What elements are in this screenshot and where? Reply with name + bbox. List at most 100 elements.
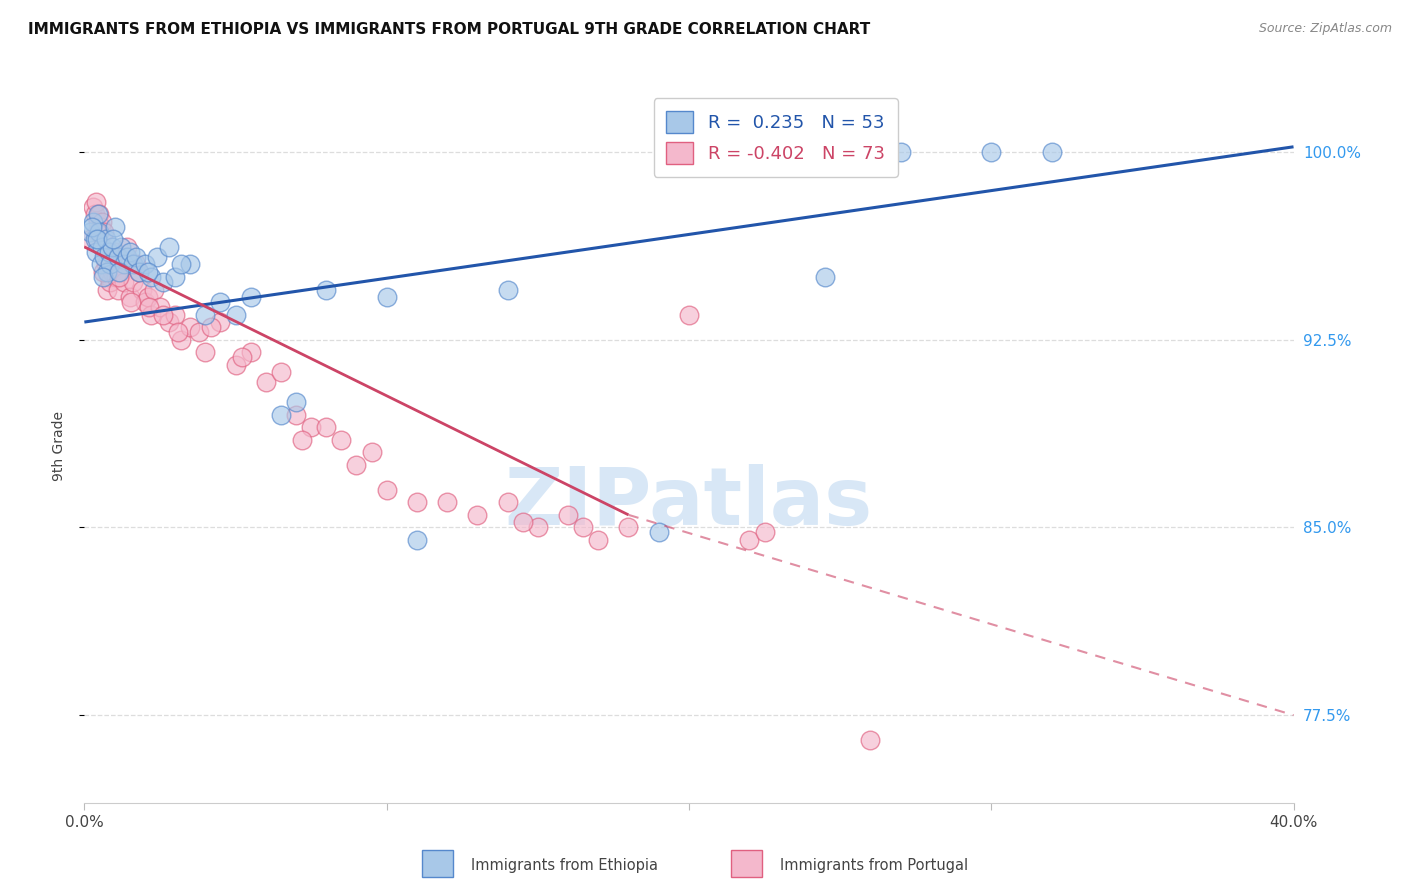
Point (572, 520, 595, 534)
Point (112, 275, 135, 289)
Point (86, 194, 108, 209)
Point (754, 525, 776, 540)
Point (890, 145, 912, 159)
Point (285, 408, 308, 422)
Point (299, 420, 322, 434)
Point (121, 275, 143, 289)
Point (512, 516, 534, 530)
Point (152, 308, 174, 322)
Point (194, 345, 217, 359)
Point (108, 265, 131, 279)
Text: Immigrants from Ethiopia: Immigrants from Ethiopia (471, 858, 658, 872)
Point (315, 420, 337, 434)
Point (134, 295, 156, 310)
Point (86, 232, 108, 246)
Point (136, 265, 159, 279)
Point (93, 250, 115, 264)
Point (104, 244, 127, 259)
Point (107, 283, 129, 297)
Point (270, 365, 292, 379)
Point (225, 308, 247, 322)
Point (97, 244, 120, 259)
Point (346, 458, 368, 472)
Point (139, 270, 162, 285)
Point (131, 283, 153, 297)
Point (110, 240, 132, 254)
Point (406, 533, 429, 547)
Point (254, 375, 277, 389)
Point (80, 219, 103, 234)
Point (165, 308, 187, 322)
Point (94, 257, 117, 271)
Point (648, 525, 671, 540)
Point (152, 275, 174, 289)
Point (406, 495, 429, 509)
Point (200, 320, 222, 334)
Point (90, 219, 112, 234)
Point (107, 250, 129, 264)
Point (527, 520, 550, 534)
Point (231, 350, 253, 364)
Point (170, 333, 193, 347)
Point (375, 290, 398, 304)
Point (138, 300, 160, 314)
Point (82, 200, 104, 214)
Point (617, 520, 640, 534)
Point (179, 257, 201, 271)
Point (496, 283, 519, 297)
Point (91, 270, 114, 285)
Point (86, 225, 108, 239)
Point (128, 265, 150, 279)
Point (110, 265, 132, 279)
Point (980, 145, 1002, 159)
Point (859, 157, 882, 171)
Point (98, 275, 121, 289)
Point (239, 290, 262, 304)
Point (467, 508, 489, 522)
Text: IMMIGRANTS FROM ETHIOPIA VS IMMIGRANTS FROM PORTUGAL 9TH GRADE CORRELATION CHART: IMMIGRANTS FROM ETHIOPIA VS IMMIGRANTS F… (28, 22, 870, 37)
Point (94, 232, 117, 246)
Text: Immigrants from Portugal: Immigrants from Portugal (780, 858, 969, 872)
Point (128, 265, 150, 279)
Point (91, 240, 114, 254)
Point (90, 257, 112, 271)
Point (93, 225, 115, 239)
Point (91, 215, 114, 229)
Point (142, 283, 165, 297)
Legend: R =  0.235   N = 53, R = -0.402   N = 73: R = 0.235 N = 53, R = -0.402 N = 73 (654, 98, 897, 177)
Point (139, 308, 162, 322)
Point (194, 308, 217, 322)
Point (96, 265, 118, 279)
Point (79, 225, 101, 239)
Point (125, 257, 148, 271)
Point (100, 240, 122, 254)
Point (89, 225, 111, 239)
Text: ZIPatlas: ZIPatlas (505, 464, 873, 542)
Point (225, 358, 247, 372)
Point (136, 290, 159, 304)
Point (588, 533, 610, 547)
Point (859, 733, 882, 747)
Point (118, 290, 141, 304)
Point (100, 265, 122, 279)
Point (496, 495, 519, 509)
Point (84, 207, 107, 221)
Point (1040, 145, 1063, 159)
Point (104, 219, 127, 234)
Point (557, 508, 579, 522)
Point (115, 240, 138, 254)
Point (91, 265, 114, 279)
Point (120, 295, 142, 310)
Point (89, 207, 111, 221)
Point (121, 257, 143, 271)
Point (814, 270, 837, 285)
Point (239, 345, 262, 359)
Point (285, 395, 308, 409)
Point (84, 232, 107, 246)
Point (87, 207, 110, 221)
Point (125, 250, 148, 264)
Point (179, 320, 201, 334)
Point (101, 250, 124, 264)
Point (101, 232, 124, 246)
Point (134, 257, 156, 271)
